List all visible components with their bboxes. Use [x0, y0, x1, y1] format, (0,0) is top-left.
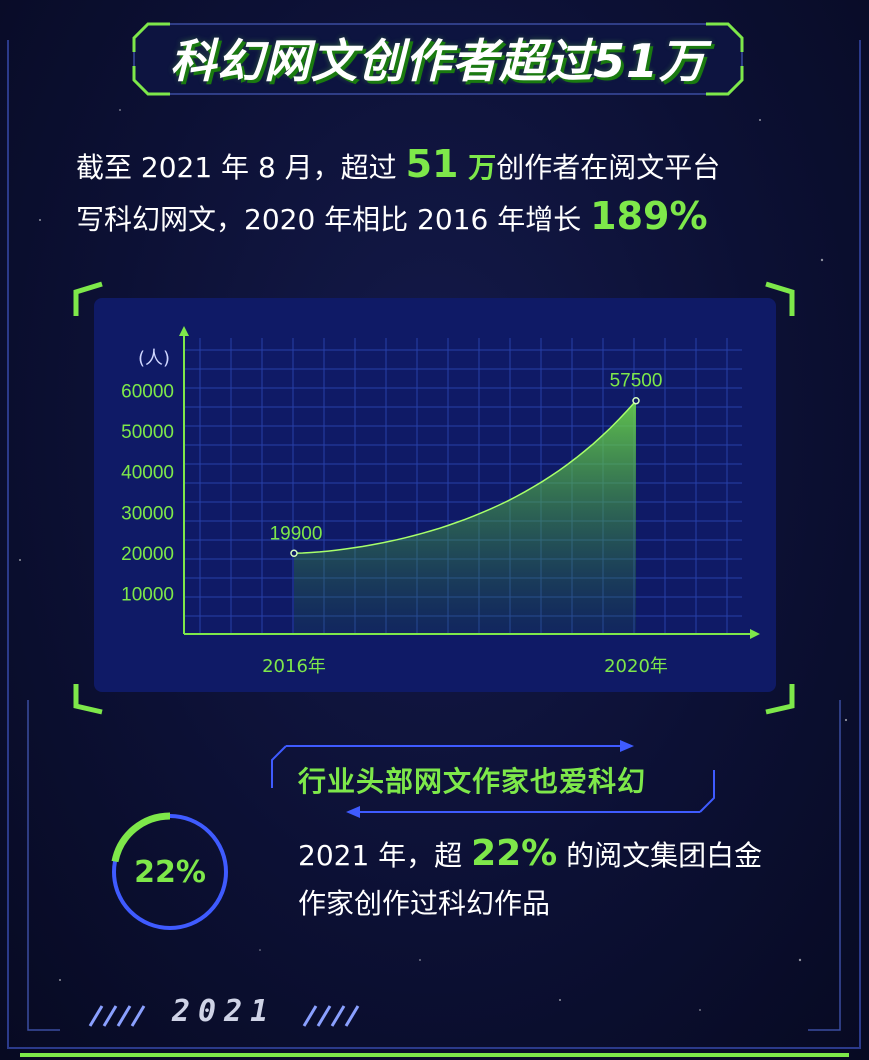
- x-axis-arrow: [750, 629, 760, 639]
- percent-ring-svg: [111, 812, 228, 930]
- section2-text-post: 的阅文集团白金: [557, 839, 763, 872]
- intro-line2-highlight: 189%: [590, 194, 708, 238]
- footer-slashes-right: [302, 1005, 360, 1027]
- y-tick-label: 20000: [121, 544, 174, 565]
- title-banner: 科幻网文创作者超过51万: [134, 18, 742, 98]
- x-tick-label: 2016年: [262, 656, 326, 677]
- footer-year: 2021: [172, 994, 277, 1029]
- x-tick-label: 2020年: [604, 656, 668, 677]
- y-tick-label: 60000: [121, 382, 174, 403]
- intro-line1-post: 创作者在阅文平台: [496, 151, 721, 184]
- series-line: [293, 400, 637, 555]
- data-point: [632, 396, 640, 405]
- data-label: 19900: [270, 523, 323, 544]
- chart-panel: (人) 10000 20000 30000 40000 50000 60000 2016年 20…: [94, 298, 776, 692]
- data-label: 57500: [610, 371, 663, 392]
- ring-progress-arc: [111, 812, 171, 863]
- area-chart: (人) 10000 20000 30000 40000 50000 60000 2016年 20…: [121, 326, 760, 677]
- y-axis-arrow: [179, 326, 189, 336]
- percent-ring: 22%: [108, 810, 232, 934]
- section2-line-1: 2021 年，超 22% 的阅文集团白金: [298, 830, 838, 880]
- section2-title: 行业头部网文作家也爱科幻: [298, 765, 647, 798]
- intro-line1-pre: 截至 2021 年 8 月，超过: [76, 151, 406, 184]
- y-tick-label: 50000: [121, 422, 174, 443]
- footer-slashes-left: [88, 1005, 146, 1027]
- intro-line-1: 截至 2021 年 8 月，超过 51 万创作者在阅文平台: [76, 140, 836, 192]
- section2-text-pre: 2021 年，超: [298, 839, 472, 872]
- ring-percent-label: 22%: [134, 854, 206, 890]
- intro-paragraph: 截至 2021 年 8 月，超过 51 万创作者在阅文平台 写科幻网文，2020…: [76, 140, 836, 244]
- ring-track: [112, 814, 228, 930]
- section2-line-2: 作家创作过科幻作品: [298, 887, 551, 920]
- y-tick-label: 30000: [121, 503, 174, 524]
- y-tick-label: 10000: [121, 584, 174, 605]
- section2-paragraph: 2021 年，超 22% 的阅文集团白金 作家创作过科幻作品: [298, 830, 838, 928]
- y-axis-label: (人): [138, 348, 170, 369]
- intro-line1-highlight: 51: [405, 142, 459, 186]
- page-title: 科幻网文创作者超过51万: [169, 34, 706, 88]
- intro-line-2: 写科幻网文，2020 年相比 2016 年增长 189%: [76, 192, 836, 244]
- y-tick-label: 40000: [121, 463, 174, 484]
- data-point: [290, 549, 298, 558]
- section2-text-highlight: 22%: [471, 833, 558, 874]
- intro-line2-pre: 写科幻网文，2020 年相比 2016 年增长: [76, 203, 591, 236]
- series-area-fill: [294, 400, 636, 634]
- intro-line1-unit: 万: [458, 151, 497, 184]
